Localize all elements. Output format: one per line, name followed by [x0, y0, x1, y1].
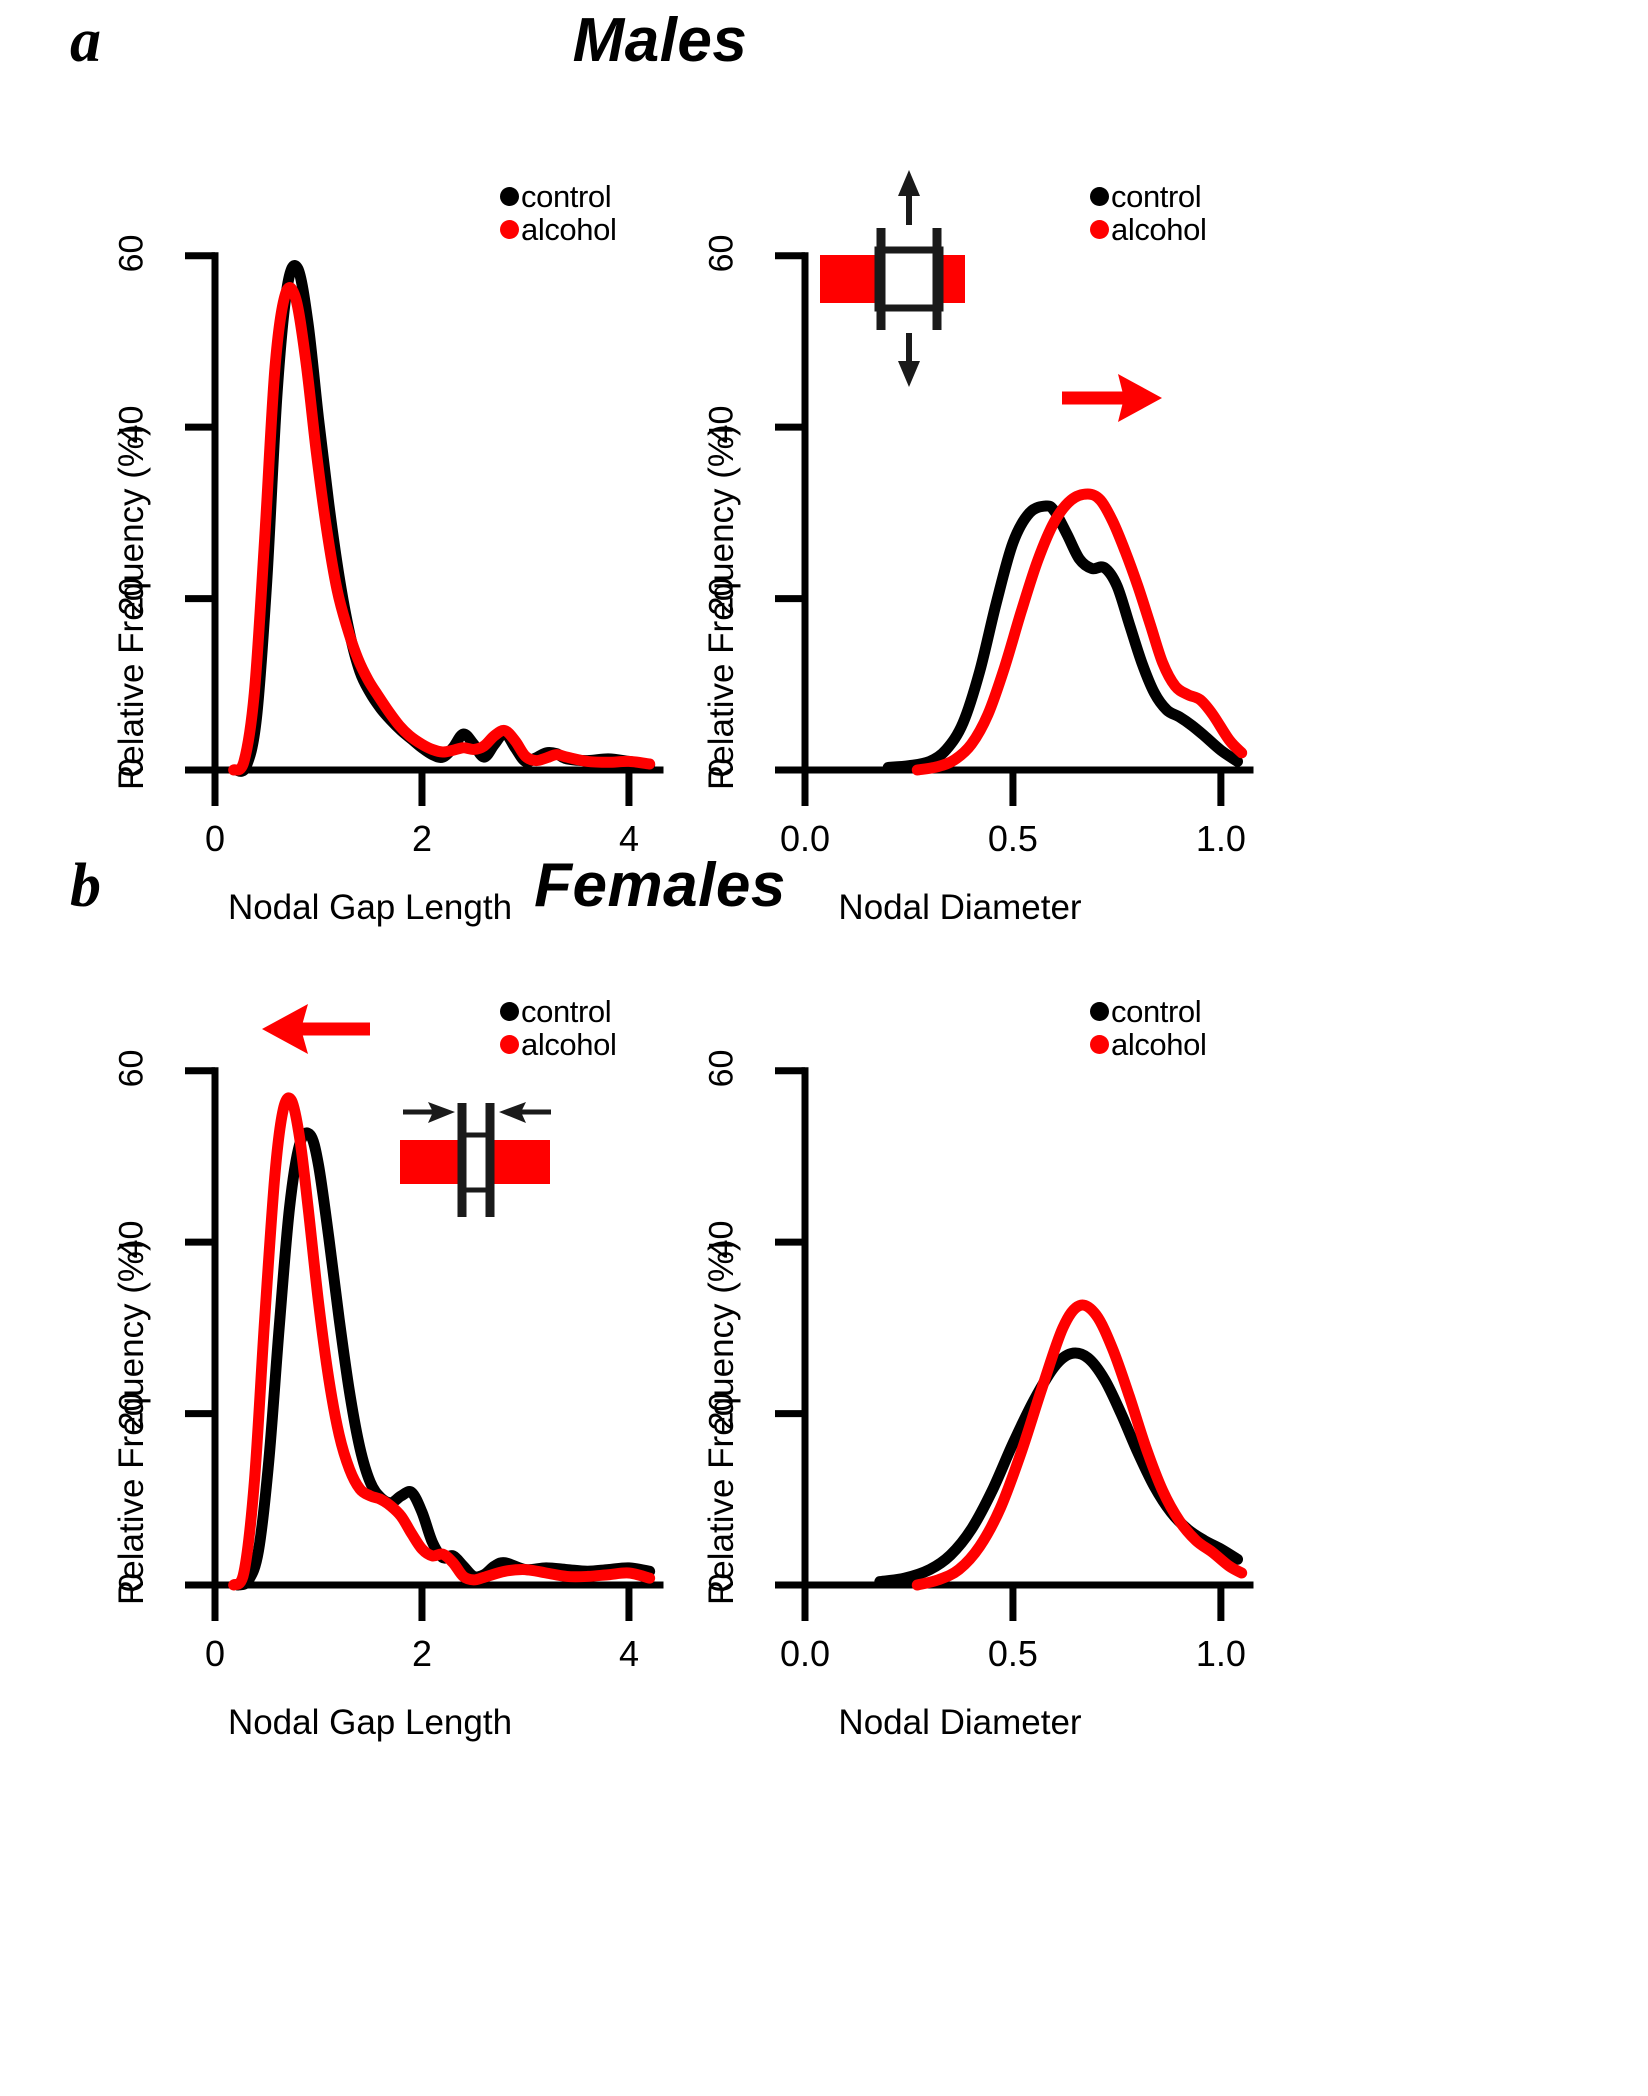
legend-item-alcohol: alcohol — [1090, 212, 1207, 247]
x-axis-label: Nodal Diameter — [838, 1703, 1082, 1742]
x-tick-label: 0 — [204, 1633, 226, 1674]
y-tick-label: 60 — [702, 234, 741, 273]
x-tick-label: 0.0 — [779, 1633, 831, 1674]
chart-males-nodal-gap-length: Relative Frequency (%) Nodal Gap Length … — [0, 170, 700, 970]
legend-dot-alcohol-icon — [500, 1035, 519, 1054]
axes — [185, 252, 664, 806]
x-tick-label: 0 — [204, 818, 226, 859]
node-gap-arrows-icon — [400, 1102, 551, 1217]
legend-dot-alcohol-icon — [1090, 220, 1109, 239]
y-tick-label: 0 — [702, 1573, 741, 1592]
red-right-arrow-icon — [1062, 374, 1162, 422]
legend-item-control: control — [1090, 995, 1206, 1028]
x-tick-label: 4 — [618, 818, 639, 859]
legend-dot-control-icon — [1090, 1002, 1109, 1021]
legend: control alcohol — [1090, 180, 1207, 247]
legend-label-alcohol: alcohol — [1111, 212, 1207, 247]
x-tick-label: 0.0 — [779, 818, 831, 859]
legend-item-control: control — [500, 180, 616, 213]
axes — [775, 252, 1254, 806]
plot-canvas — [185, 252, 664, 806]
y-tick-label: 20 — [112, 1392, 151, 1430]
panel-title-males: Males — [572, 6, 748, 75]
chart-males-nodal-diameter: Relative Frequency (%) Nodal Diameter — [590, 170, 1290, 970]
y-tick-label: 0 — [112, 758, 151, 777]
plot-canvas — [775, 170, 1254, 806]
y-tick-label: 60 — [112, 1049, 151, 1088]
legend: control alcohol — [1090, 995, 1207, 1062]
plot-canvas — [775, 1067, 1254, 1621]
y-tick-label: 40 — [702, 405, 741, 444]
legend-dot-control-icon — [500, 187, 519, 206]
plot-canvas — [185, 1004, 664, 1621]
y-tick-label: 60 — [112, 234, 151, 273]
legend-dot-alcohol-icon — [1090, 1035, 1109, 1054]
y-tick-label: 0 — [702, 758, 741, 777]
y-tick-label: 40 — [112, 405, 151, 444]
y-tick-label: 40 — [112, 1220, 151, 1259]
legend-item-alcohol: alcohol — [500, 1027, 617, 1062]
curves — [228, 260, 656, 777]
x-axis-label: Nodal Gap Length — [227, 888, 513, 927]
panel-letter-b: b — [70, 852, 101, 920]
y-tick-label: 40 — [702, 1220, 741, 1259]
curves — [874, 1299, 1248, 1591]
legend-item-control: control — [1090, 180, 1206, 213]
axes — [185, 1067, 664, 1621]
legend-label-control: control — [1111, 994, 1202, 1029]
chart-females-nodal-diameter: Relative Frequency (%) Nodal Diameter co… — [590, 985, 1290, 1785]
node-diameter-arrows-icon — [820, 170, 965, 387]
y-tick-label: 20 — [112, 577, 151, 615]
red-left-arrow-icon — [262, 1004, 370, 1054]
legend-item-alcohol: alcohol — [500, 212, 617, 247]
legend-item-alcohol: alcohol — [1090, 1027, 1207, 1062]
legend-label-control: control — [521, 179, 612, 214]
legend-label-alcohol: alcohol — [521, 1027, 617, 1062]
legend-dot-control-icon — [500, 1002, 519, 1021]
legend: control alcohol — [500, 995, 617, 1062]
x-tick-label: 1.0 — [1195, 818, 1246, 859]
y-tick-label: 0 — [112, 1573, 151, 1592]
legend-label-control: control — [521, 994, 612, 1029]
x-axis-label: Nodal Diameter — [838, 888, 1082, 927]
legend: control alcohol — [500, 180, 617, 247]
axes — [775, 1067, 1254, 1621]
y-tick-label: 20 — [702, 577, 741, 615]
x-axis-label: Nodal Gap Length — [227, 1703, 513, 1742]
legend-dot-control-icon — [1090, 187, 1109, 206]
legend-dot-alcohol-icon — [500, 220, 519, 239]
x-tick-label: 0.5 — [987, 1633, 1038, 1674]
chart-females-nodal-gap-length: Relative Frequency (%) Nodal Gap Length — [0, 985, 700, 1785]
x-tick-label: 1.0 — [1195, 1633, 1246, 1674]
legend-label-control: control — [1111, 179, 1202, 214]
legend-label-alcohol: alcohol — [1111, 1027, 1207, 1062]
legend-item-control: control — [500, 995, 616, 1028]
x-tick-label: 2 — [411, 1633, 432, 1674]
curves — [882, 488, 1248, 776]
x-tick-label: 0.5 — [987, 818, 1038, 859]
y-tick-label: 60 — [702, 1049, 741, 1088]
y-tick-label: 20 — [702, 1392, 741, 1430]
panel-letter-a: a — [70, 7, 101, 75]
x-tick-label: 2 — [411, 818, 432, 859]
x-tick-label: 4 — [618, 1633, 639, 1674]
curves — [228, 1092, 656, 1591]
panel-title-females: Females — [534, 851, 786, 920]
legend-label-alcohol: alcohol — [521, 212, 617, 247]
